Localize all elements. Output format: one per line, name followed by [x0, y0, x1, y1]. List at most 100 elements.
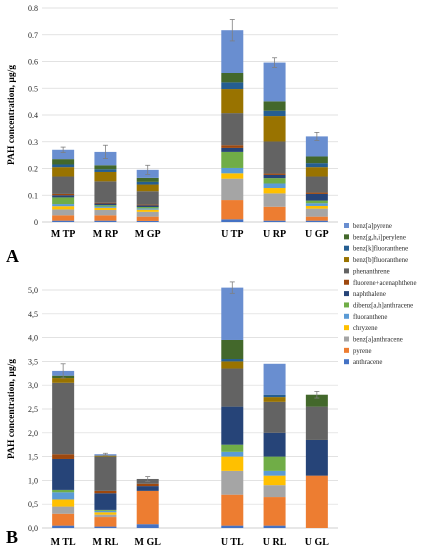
- bar-segment-naphthalene: [94, 493, 117, 510]
- bar-segment-dibenz-a-h-anthracene: [305, 200, 328, 204]
- bar-segment-benz-a-pyrene: [52, 149, 75, 160]
- bar-segment-benz-a-pyrene: [263, 62, 286, 102]
- chart-panel-a: 0 0.1 0.2 0.3 0.4 0.5 0.6 0.7 0.8 PAH concentrati…: [6, 4, 338, 266]
- bar-segment-chryzene: [52, 499, 75, 507]
- bar-segment-fluoranthene: [136, 208, 159, 210]
- bar-segment-benz-a-anthracene: [52, 209, 75, 216]
- bar-segment-dibenz-a-h-anthracene: [94, 509, 117, 511]
- bar-segment-anthracene: [136, 524, 159, 528]
- y-tick-label: 0.1: [28, 191, 38, 200]
- legend-swatch-fluorene-acenaphthene: [344, 279, 349, 285]
- bar-segment-fluorene-acenaphthene: [52, 454, 75, 459]
- legend-entry-fluorene-acenaphthene: fluorene+acenaphthene: [353, 280, 416, 287]
- bar-segment-chryzene: [221, 173, 244, 179]
- bar-segment-dibenz-a-h-anthracene: [52, 489, 75, 493]
- y-tick-label: 0.2: [28, 165, 38, 174]
- bar-segment-benz-a-pyrene: [221, 287, 244, 340]
- bar-segment-benz-g-h-i-perylene: [52, 159, 75, 165]
- bar-segment-chryzene: [136, 209, 159, 212]
- bar-segment-anthracene: [52, 525, 75, 528]
- bar-segment-benz-a-anthracene: [94, 209, 117, 216]
- y-tick-label: 0.5: [28, 84, 38, 93]
- legend-entry-naphthalene: naphthalene: [353, 291, 386, 298]
- bar-segment-benz-k-fluoranthene: [136, 181, 159, 185]
- bar-segment-benz-a-anthracene: [305, 208, 328, 217]
- bar-segment-fluoranthene: [305, 203, 328, 206]
- bar-segment-fluorene-acenaphthene: [136, 483, 159, 487]
- bar-segment-pyrene: [305, 475, 328, 528]
- bar-segment-benz-b-fluoranthene: [136, 184, 159, 192]
- bar-segment-benz-b-fluoranthene: [52, 167, 75, 177]
- y-tick-label: 0,5: [28, 500, 38, 509]
- bar-segment-pyrene: [263, 497, 286, 526]
- bar-segment-benz-g-h-i-perylene: [305, 394, 328, 407]
- legend-swatch-chryzene: [344, 325, 349, 331]
- bar-segment-anthracene: [263, 220, 286, 222]
- bar-segment-phenanthrene: [52, 382, 75, 455]
- bar-segment-fluorene-acenaphthene: [94, 490, 117, 494]
- x-category-label: U TL: [221, 537, 244, 548]
- bar-segment-chryzene: [52, 206, 75, 210]
- bar-segment-anthracene: [52, 220, 75, 222]
- bar-segment-anthracene: [136, 220, 159, 222]
- bar-segment-phenanthrene: [305, 406, 328, 440]
- bar-segment-benz-k-fluoranthene: [305, 163, 328, 168]
- bar-segment-fluoranthene: [52, 204, 75, 207]
- bar-segment-phenanthrene: [263, 141, 286, 174]
- x-category-label: M TP: [51, 229, 76, 240]
- y-tick-label: 4,5: [28, 310, 38, 319]
- x-category-label: M GL: [135, 537, 162, 548]
- bar-segment-anthracene: [94, 220, 117, 222]
- y-tick-label: 1,5: [28, 453, 38, 462]
- bar-segment-naphthalene: [136, 486, 159, 491]
- bar-segment-benz-a-anthracene: [221, 178, 244, 201]
- x-category-label: M RP: [93, 229, 118, 240]
- bar-segment-benz-a-anthracene: [94, 514, 117, 518]
- x-category-label: M RL: [93, 537, 119, 548]
- bar-segment-benz-k-fluoranthene: [52, 164, 75, 168]
- bar-segment-benz-a-anthracene: [263, 193, 286, 207]
- bar-segment-benz-a-anthracene: [263, 485, 286, 498]
- bar-segment-phenanthrene: [263, 401, 286, 433]
- bar-segment-phenanthrene: [136, 191, 159, 205]
- x-category-label: U RP: [263, 229, 286, 240]
- bar-segment-benz-b-fluoranthene: [305, 167, 328, 177]
- bar-segment-pyrene: [221, 494, 244, 526]
- bar-segment-fluoranthene: [221, 451, 244, 457]
- panel-label: B: [6, 527, 18, 547]
- bar-segment-pyrene: [136, 216, 159, 221]
- legend-entry-anthracene: anthracene: [353, 359, 382, 366]
- bar-segment-fluorene-acenaphthene: [136, 204, 159, 206]
- y-tick-label: 0.7: [28, 31, 38, 40]
- bar-segment-fluoranthene: [263, 183, 286, 189]
- x-category-label: U GP: [305, 229, 329, 240]
- x-category-label: M GP: [135, 229, 161, 240]
- bar-segment-fluorene-acenaphthene: [94, 202, 117, 204]
- bar-segment-benz-a-anthracene: [221, 470, 244, 495]
- legend-entry-benz-g-h-i-perylene: benz[g,h,i]perylene: [353, 234, 406, 241]
- chart-panel-b: 0,0 0,5 1,0 1,5 2,0 2,5 3,0 3,5 4,0 4,5 5,0 PAH con…: [6, 281, 338, 548]
- legend-swatch-benz-g-h-i-perylene: [344, 234, 349, 240]
- y-axis-label: PAH concentration, µg/g: [7, 65, 17, 165]
- y-tick-label: 4,0: [28, 334, 38, 343]
- bar-segment-dibenz-a-h-anthracene: [221, 151, 244, 168]
- bar-segment-anthracene: [305, 220, 328, 222]
- legend: benz[a]pyrene benz[g,h,i]perylene benz[k]f…: [344, 223, 416, 366]
- y-tick-label: 0.6: [28, 58, 38, 67]
- bar-segment-dibenz-a-h-anthracene: [221, 444, 244, 452]
- legend-entry-benz-a-anthracene: benz[a]anthracene: [353, 337, 403, 344]
- bar-segment-benz-k-fluoranthene: [221, 82, 244, 90]
- bar-segment-phenanthrene: [305, 176, 328, 193]
- bar-segment-naphthalene: [305, 439, 328, 476]
- x-category-label: U GL: [305, 537, 330, 548]
- bar-segment-benz-k-fluoranthene: [221, 359, 244, 362]
- y-tick-label: 5,0: [28, 286, 38, 295]
- legend-entry-dibenz-a-h-anthracene: dibenz[a,h]anthracene: [353, 302, 413, 309]
- bar-segment-chryzene: [221, 456, 244, 471]
- y-axis-label: PAH concentration, µg/g: [7, 359, 17, 459]
- bar-segment-anthracene: [94, 526, 117, 528]
- bar-segment-fluoranthene: [94, 206, 117, 208]
- bar-segment-phenanthrene: [52, 176, 75, 194]
- bar-segment-fluoranthene: [221, 167, 244, 174]
